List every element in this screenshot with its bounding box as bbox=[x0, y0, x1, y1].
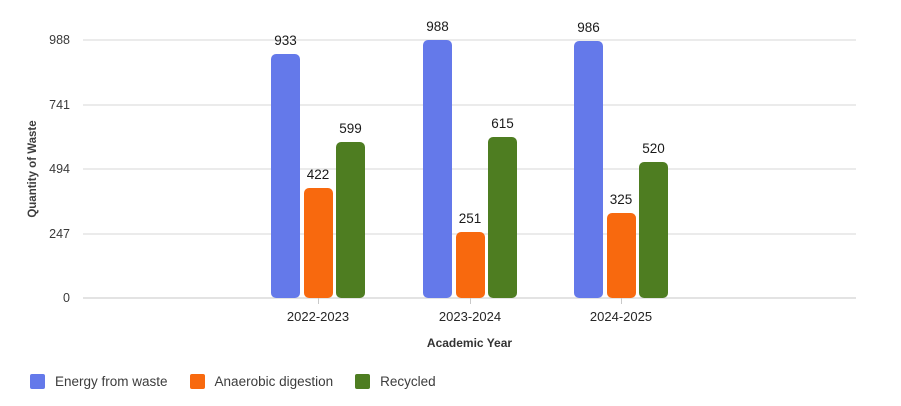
legend-swatch-icon bbox=[355, 374, 371, 389]
bar-value-label: 251 bbox=[458, 211, 482, 227]
y-tick-label: 247 bbox=[49, 226, 70, 241]
bar-value-label: 520 bbox=[642, 141, 665, 157]
legend-label: Anaerobic digestion bbox=[214, 374, 334, 389]
legend-item-anaerobic-digestion[interactable]: Anaerobic digestion bbox=[189, 374, 334, 389]
x-tick-label-2022-2023: 2022-2023 bbox=[286, 309, 350, 324]
y-tick-label: 988 bbox=[49, 33, 70, 47]
bar-value-label: 988 bbox=[426, 19, 449, 34]
x-tick-label-2024-2025: 2024-2025 bbox=[589, 309, 653, 324]
bar-value-label: 599 bbox=[339, 120, 362, 136]
bar-value-label: 986 bbox=[577, 19, 600, 35]
bar-recycled-2024-2025[interactable] bbox=[639, 162, 668, 298]
x-axis-title: Academic Year bbox=[426, 336, 513, 350]
bar-value-label: 933 bbox=[274, 33, 297, 49]
bar-recycled-2022-2023[interactable] bbox=[336, 141, 365, 298]
gridline bbox=[83, 39, 856, 41]
x-axis-tick bbox=[469, 298, 471, 304]
x-tick-label-2023-2024: 2023-2024 bbox=[438, 309, 502, 324]
bar-anaerobic-digestion-2022-2023[interactable] bbox=[303, 187, 333, 298]
legend: Energy from waste Anaerobic digestion Recy… bbox=[30, 374, 436, 389]
gridline bbox=[83, 168, 856, 170]
y-tick-label: 741 bbox=[49, 97, 70, 112]
legend-swatch-icon bbox=[189, 374, 205, 389]
x-axis-tick bbox=[317, 298, 319, 304]
y-axis-title: Quantity of Waste bbox=[27, 120, 39, 218]
x-axis-tick bbox=[620, 298, 622, 304]
legend-item-energy-from-waste[interactable]: Energy from waste bbox=[30, 374, 168, 389]
bar-energy-from-waste-2024-2025[interactable] bbox=[574, 40, 603, 298]
legend-label: Recycled bbox=[380, 374, 436, 389]
bar-anaerobic-digestion-2024-2025[interactable] bbox=[606, 213, 636, 298]
legend-label: Energy from waste bbox=[55, 374, 168, 389]
bar-anaerobic-digestion-2023-2024[interactable] bbox=[455, 232, 485, 298]
bar-energy-from-waste-2022-2023[interactable] bbox=[271, 54, 300, 298]
legend-item-recycled[interactable]: Recycled bbox=[355, 374, 436, 389]
bar-recycled-2023-2024[interactable] bbox=[488, 137, 517, 298]
y-tick-label: 0 bbox=[63, 291, 70, 305]
gridline bbox=[83, 103, 856, 106]
bar-energy-from-waste-2023-2024[interactable] bbox=[423, 40, 452, 298]
bar-value-label: 422 bbox=[306, 166, 330, 182]
y-tick-label: 494 bbox=[49, 162, 70, 176]
bar-value-label: 325 bbox=[609, 192, 633, 208]
bar-value-label: 615 bbox=[491, 116, 514, 132]
legend-swatch-icon bbox=[30, 374, 45, 389]
